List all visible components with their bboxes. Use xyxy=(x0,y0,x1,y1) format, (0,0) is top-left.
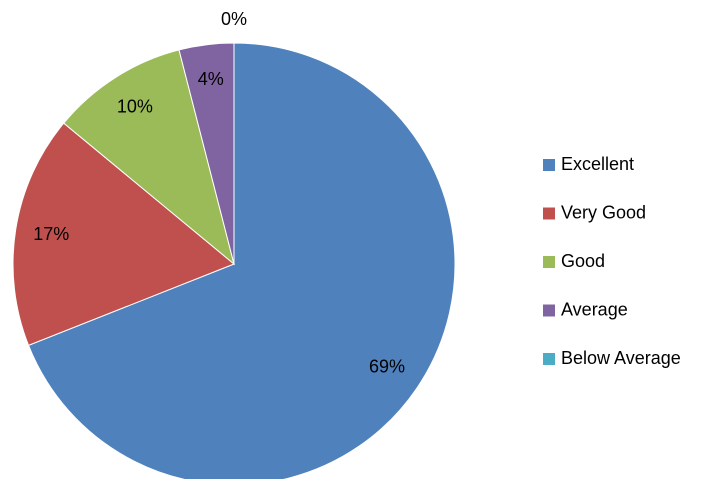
pie-slice xyxy=(27,42,456,479)
data-label: 69% xyxy=(369,357,405,377)
legend-swatch xyxy=(543,207,555,220)
legend-label: Below Average xyxy=(561,348,681,368)
data-label: 4% xyxy=(198,69,224,89)
legend-label: Average xyxy=(561,299,628,319)
data-label: 17% xyxy=(33,224,69,244)
legend-swatch xyxy=(543,353,555,365)
legend-swatch xyxy=(543,256,555,268)
legend-label: Excellent xyxy=(561,154,634,174)
data-label: 0% xyxy=(221,9,247,29)
pie-slice xyxy=(63,49,235,266)
legend-swatch xyxy=(543,159,555,171)
legend-label: Good xyxy=(561,251,605,271)
legend-label: Very Good xyxy=(561,202,646,222)
data-label: 10% xyxy=(117,97,153,117)
legend-swatch xyxy=(543,304,555,317)
pie-slice xyxy=(12,122,235,347)
